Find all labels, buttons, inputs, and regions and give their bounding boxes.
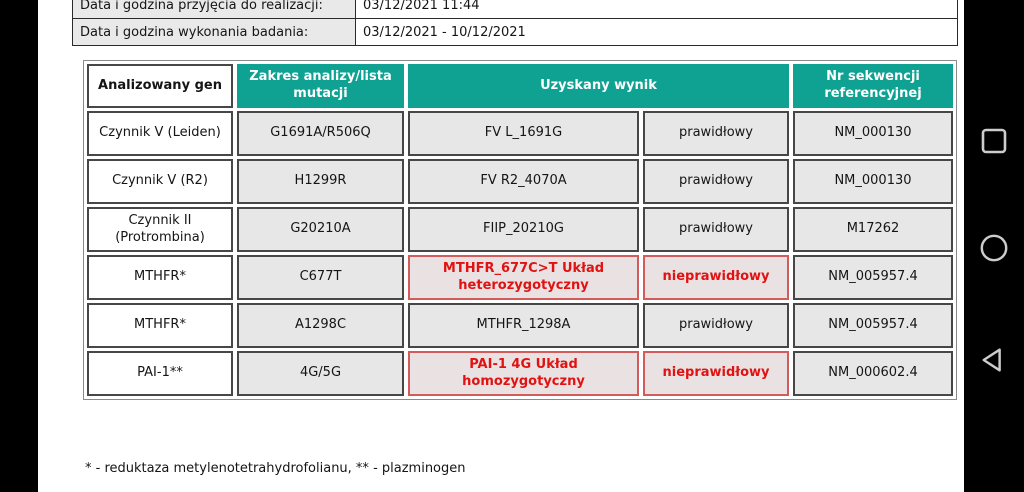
left-bezel <box>0 0 38 492</box>
result-cell: FV R2_4070A <box>408 159 639 204</box>
mutation-range-cell: C677T <box>237 255 404 300</box>
recents-square-icon[interactable] <box>979 126 1009 156</box>
meta-table: Data i godzina przyjęcia do realizacji: … <box>72 0 958 46</box>
mutation-range-cell: A1298C <box>237 303 404 348</box>
mutation-range-cell: G20210A <box>237 207 404 252</box>
meta-row-performed: Data i godzina wykonania badania: 03/12/… <box>72 18 958 46</box>
result-cell: FIIP_20210G <box>408 207 639 252</box>
meta-label-received: Data i godzina przyjęcia do realizacji: <box>72 0 356 19</box>
col-header-result: Uzyskany wynik <box>408 64 789 108</box>
meta-value-received: 03/12/2021 11:44 <box>355 0 958 19</box>
mutation-range-cell: G1691A/R506Q <box>237 111 404 156</box>
col-header-gene: Analizowany gen <box>87 64 233 108</box>
result-cell: MTHFR_1298A <box>408 303 639 348</box>
status-cell: nieprawidłowy <box>643 351 789 396</box>
ref-seq-cell: NM_000602.4 <box>793 351 953 396</box>
meta-row-received: Data i godzina przyjęcia do realizacji: … <box>72 0 958 19</box>
gene-cell: MTHFR* <box>87 255 233 300</box>
home-circle-icon[interactable] <box>979 233 1009 263</box>
ref-seq-cell: NM_005957.4 <box>793 255 953 300</box>
status-cell: prawidłowy <box>643 111 789 156</box>
meta-value-performed: 03/12/2021 - 10/12/2021 <box>355 18 958 46</box>
status-cell: nieprawidłowy <box>643 255 789 300</box>
meta-label-performed: Data i godzina wykonania badania: <box>72 18 356 46</box>
status-cell: prawidłowy <box>643 303 789 348</box>
android-nav-bar <box>964 0 1024 492</box>
col-header-mutation-range: Zakres analizy/lista mutacji <box>237 64 404 108</box>
ref-seq-cell: NM_000130 <box>793 111 953 156</box>
gene-cell: Czynnik V (Leiden) <box>87 111 233 156</box>
results-table-frame: Analizowany gen Zakres analizy/lista mut… <box>83 60 957 400</box>
back-triangle-icon[interactable] <box>979 345 1009 375</box>
results-table: Analizowany gen Zakres analizy/lista mut… <box>87 64 953 396</box>
gene-cell: Czynnik V (R2) <box>87 159 233 204</box>
result-cell: PAI-1 4G Układ homozygotyczny <box>408 351 639 396</box>
ref-seq-cell: M17262 <box>793 207 953 252</box>
status-cell: prawidłowy <box>643 159 789 204</box>
footnote: * - reduktaza metylenotetrahydrofolianu,… <box>85 461 466 476</box>
result-cell: FV L_1691G <box>408 111 639 156</box>
result-cell: MTHFR_677C>T Układ heterozygotyczny <box>408 255 639 300</box>
gene-cell: MTHFR* <box>87 303 233 348</box>
mutation-range-cell: 4G/5G <box>237 351 404 396</box>
mutation-range-cell: H1299R <box>237 159 404 204</box>
status-cell: prawidłowy <box>643 207 789 252</box>
ref-seq-cell: NM_000130 <box>793 159 953 204</box>
col-header-ref-sequence: Nr sekwencji referencyjnej <box>793 64 953 108</box>
ref-seq-cell: NM_005957.4 <box>793 303 953 348</box>
gene-cell: PAI-1** <box>87 351 233 396</box>
gene-cell: Czynnik II (Protrombina) <box>87 207 233 252</box>
